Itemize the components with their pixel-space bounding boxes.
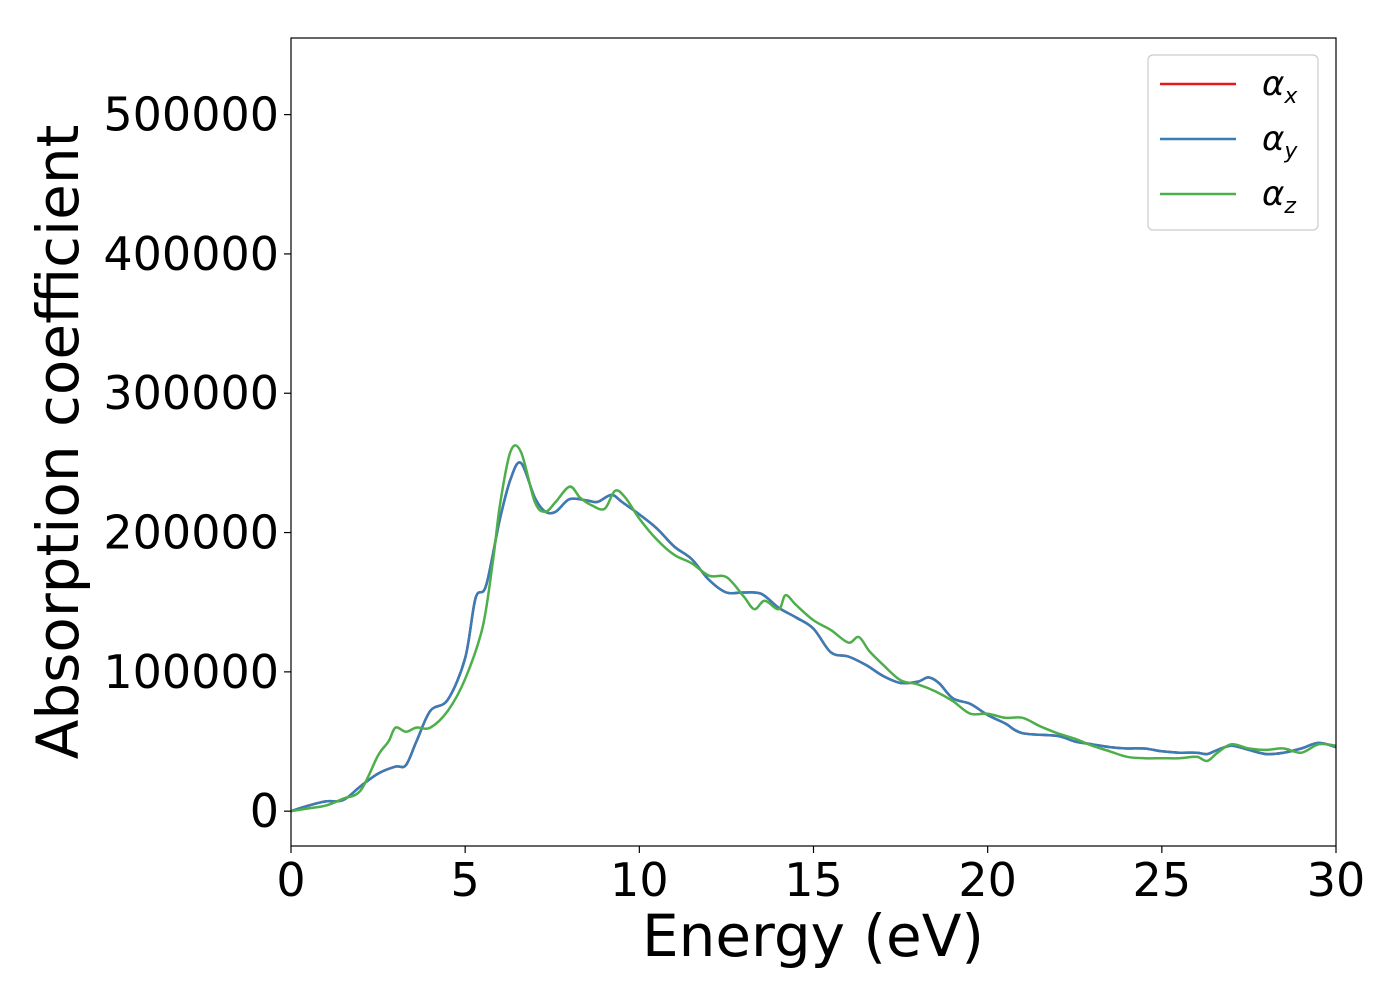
legend: αx αy αz	[1147, 54, 1319, 231]
x-tick-label: 5	[451, 853, 480, 907]
legend-label-y: αy	[1262, 119, 1298, 164]
x-tick-label: 25	[1133, 853, 1192, 907]
y-tick-label: 400000	[103, 227, 279, 281]
x-tick-label: 30	[1307, 853, 1366, 907]
legend-label-z: αz	[1262, 174, 1296, 219]
x-axis-title: Energy (eV)	[642, 902, 984, 970]
y-axis-title: Absorption coefficient	[24, 125, 92, 760]
x-tick-label: 20	[958, 853, 1017, 907]
y-tick-label: 100000	[103, 645, 279, 699]
x-axis: 0 5 10 15 20 25 30	[276, 846, 1365, 907]
y-tick-label: 0	[250, 784, 279, 838]
series-line-z	[290, 444, 1337, 813]
y-axis: 0 100000 200000 300000 400000 500000	[103, 88, 291, 838]
x-tick-label: 0	[276, 853, 305, 907]
y-tick-label: 300000	[103, 366, 279, 420]
series-layer	[290, 444, 1337, 813]
x-tick-label: 15	[784, 853, 843, 907]
x-tick-label: 10	[610, 853, 669, 907]
y-tick-label: 500000	[103, 88, 279, 142]
y-tick-label: 200000	[103, 506, 279, 560]
legend-frame	[1147, 54, 1319, 231]
legend-label-x: αx	[1262, 64, 1298, 109]
